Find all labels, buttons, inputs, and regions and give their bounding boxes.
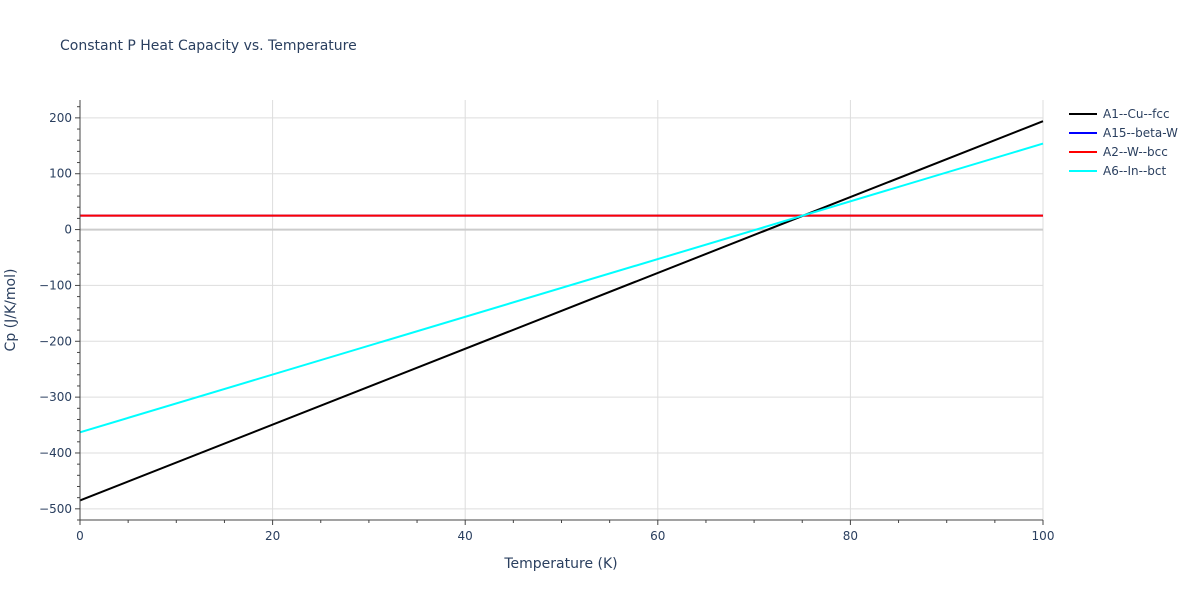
y-tick-label: 200 (49, 111, 72, 125)
chart-title: Constant P Heat Capacity vs. Temperature (60, 38, 357, 54)
y-tick-label: 100 (49, 167, 72, 181)
y-tick-label: −500 (39, 502, 72, 516)
x-axis-title: Temperature (K) (503, 556, 617, 572)
legend[interactable]: A1--Cu--fcc A15--beta-W A2--W--bcc A6--In--… (1069, 107, 1178, 178)
y-tick-label: −400 (39, 446, 72, 460)
legend-item[interactable]: A15--beta-W (1069, 126, 1178, 140)
y-tick-label: −100 (39, 278, 72, 292)
x-tick-label: 0 (76, 529, 84, 543)
series-line-4[interactable] (79, 142, 1044, 434)
grid-layer (80, 100, 1044, 520)
y-tick-label: −300 (39, 390, 72, 404)
legend-label: A1--Cu--fcc (1103, 107, 1170, 121)
x-tick-label: 100 (1032, 529, 1055, 543)
legend-label: A2--W--bcc (1103, 145, 1168, 159)
axes-layer (75, 100, 1044, 525)
series-line-1[interactable] (79, 120, 1044, 502)
series-layer (79, 120, 1044, 502)
y-tick-label: 0 (64, 223, 72, 237)
y-axis-title: Cp (J/K/mol) (3, 269, 19, 352)
x-tick-label: 60 (650, 529, 665, 543)
legend-item[interactable]: A6--In--bct (1069, 164, 1167, 178)
legend-item[interactable]: A2--W--bcc (1069, 145, 1168, 159)
x-tick-label: 80 (843, 529, 858, 543)
y-tick-label: −200 (39, 334, 72, 348)
x-tick-label: 20 (265, 529, 280, 543)
legend-item[interactable]: A1--Cu--fcc (1069, 107, 1170, 121)
ticks-layer: 0 20 40 60 80 100 200 100 0 −100 −200 −300 −400 −500 (39, 111, 1054, 543)
legend-label: A6--In--bct (1103, 164, 1167, 178)
legend-label: A15--beta-W (1103, 126, 1178, 140)
x-tick-label: 40 (458, 529, 473, 543)
